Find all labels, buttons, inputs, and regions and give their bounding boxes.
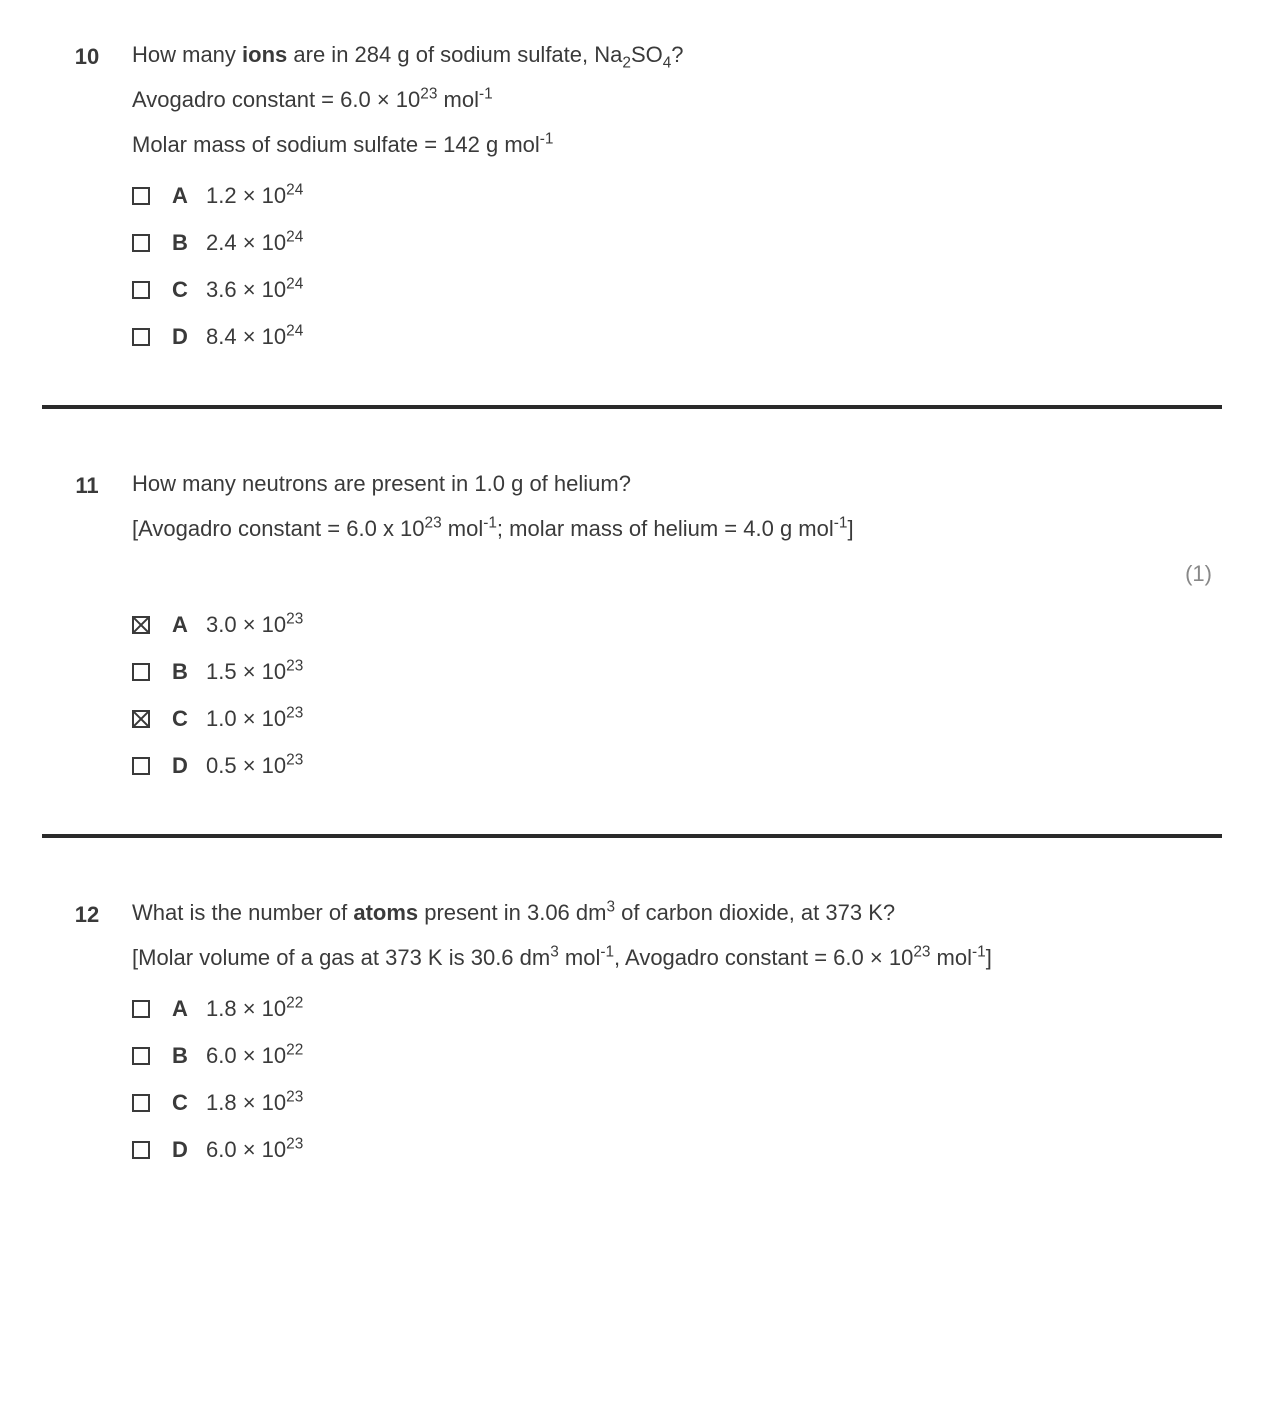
option-text: 1.2 × 1024 (206, 179, 1222, 212)
option[interactable]: C3.6 × 1024 (132, 273, 1222, 306)
option-text: 6.0 × 1023 (206, 1133, 1222, 1166)
question-number: 10 (42, 38, 132, 367)
option-letter: D (172, 320, 206, 353)
option-letter: A (172, 179, 206, 212)
option-text: 1.8 × 1022 (206, 992, 1222, 1025)
option-checkbox[interactable] (132, 328, 150, 346)
option-letter: C (172, 1086, 206, 1119)
option-checkbox[interactable] (132, 187, 150, 205)
option[interactable]: D0.5 × 1023 (132, 749, 1222, 782)
option-checkbox[interactable] (132, 1141, 150, 1159)
question-text-line: How many neutrons are present in 1.0 g o… (132, 467, 1222, 500)
question: 11How many neutrons are present in 1.0 g… (42, 449, 1222, 824)
option-checkbox[interactable] (132, 757, 150, 775)
question-text: What is the number of atoms present in 3… (132, 896, 1222, 974)
question-text: How many neutrons are present in 1.0 g o… (132, 467, 1222, 545)
question-body: How many neutrons are present in 1.0 g o… (132, 467, 1222, 796)
option-text: 1.0 × 1023 (206, 702, 1222, 735)
option-checkbox[interactable] (132, 1047, 150, 1065)
option-checkbox[interactable] (132, 234, 150, 252)
options: A3.0 × 1023B1.5 × 1023C1.0 × 1023D0.5 × … (132, 608, 1222, 782)
question-text-line: [Avogadro constant = 6.0 x 1023 mol-1; m… (132, 512, 1222, 545)
option[interactable]: C1.0 × 1023 (132, 702, 1222, 735)
option[interactable]: B1.5 × 1023 (132, 655, 1222, 688)
option-letter: D (172, 1133, 206, 1166)
question: 10How many ions are in 284 g of sodium s… (42, 20, 1222, 395)
option-letter: C (172, 702, 206, 735)
question: 12What is the number of atoms present in… (42, 878, 1222, 1208)
option[interactable]: B6.0 × 1022 (132, 1039, 1222, 1072)
option-letter: B (172, 226, 206, 259)
option-checkbox[interactable] (132, 710, 150, 728)
option[interactable]: A3.0 × 1023 (132, 608, 1222, 641)
question-divider (42, 405, 1222, 409)
question-text-line: [Molar volume of a gas at 373 K is 30.6 … (132, 941, 1222, 974)
question-text-line: How many ions are in 284 g of sodium sul… (132, 38, 1222, 71)
option-text: 6.0 × 1022 (206, 1039, 1222, 1072)
option-text: 2.4 × 1024 (206, 226, 1222, 259)
option-letter: C (172, 273, 206, 306)
option[interactable]: B2.4 × 1024 (132, 226, 1222, 259)
option[interactable]: D8.4 × 1024 (132, 320, 1222, 353)
option-text: 8.4 × 1024 (206, 320, 1222, 353)
question-number: 11 (42, 467, 132, 796)
option-checkbox[interactable] (132, 1094, 150, 1112)
option[interactable]: C1.8 × 1023 (132, 1086, 1222, 1119)
option[interactable]: A1.2 × 1024 (132, 179, 1222, 212)
page: 10How many ions are in 284 g of sodium s… (42, 20, 1222, 1208)
option-checkbox[interactable] (132, 616, 150, 634)
question-body: What is the number of atoms present in 3… (132, 896, 1222, 1180)
option-letter: A (172, 992, 206, 1025)
option[interactable]: D6.0 × 1023 (132, 1133, 1222, 1166)
option-checkbox[interactable] (132, 1000, 150, 1018)
question-text-line: Molar mass of sodium sulfate = 142 g mol… (132, 128, 1222, 161)
option[interactable]: A1.8 × 1022 (132, 992, 1222, 1025)
option-text: 0.5 × 1023 (206, 749, 1222, 782)
options: A1.8 × 1022B6.0 × 1022C1.8 × 1023D6.0 × … (132, 992, 1222, 1166)
question-text-line: Avogadro constant = 6.0 × 1023 mol-1 (132, 83, 1222, 116)
option-text: 1.8 × 1023 (206, 1086, 1222, 1119)
question-marks: (1) (132, 557, 1222, 590)
option-checkbox[interactable] (132, 663, 150, 681)
question-number: 12 (42, 896, 132, 1180)
question-divider (42, 834, 1222, 838)
option-text: 3.0 × 1023 (206, 608, 1222, 641)
question-text-line: What is the number of atoms present in 3… (132, 896, 1222, 929)
question-body: How many ions are in 284 g of sodium sul… (132, 38, 1222, 367)
options: A1.2 × 1024B2.4 × 1024C3.6 × 1024D8.4 × … (132, 179, 1222, 353)
option-letter: B (172, 655, 206, 688)
option-letter: B (172, 1039, 206, 1072)
option-letter: A (172, 608, 206, 641)
question-text: How many ions are in 284 g of sodium sul… (132, 38, 1222, 161)
option-text: 1.5 × 1023 (206, 655, 1222, 688)
option-text: 3.6 × 1024 (206, 273, 1222, 306)
option-letter: D (172, 749, 206, 782)
option-checkbox[interactable] (132, 281, 150, 299)
